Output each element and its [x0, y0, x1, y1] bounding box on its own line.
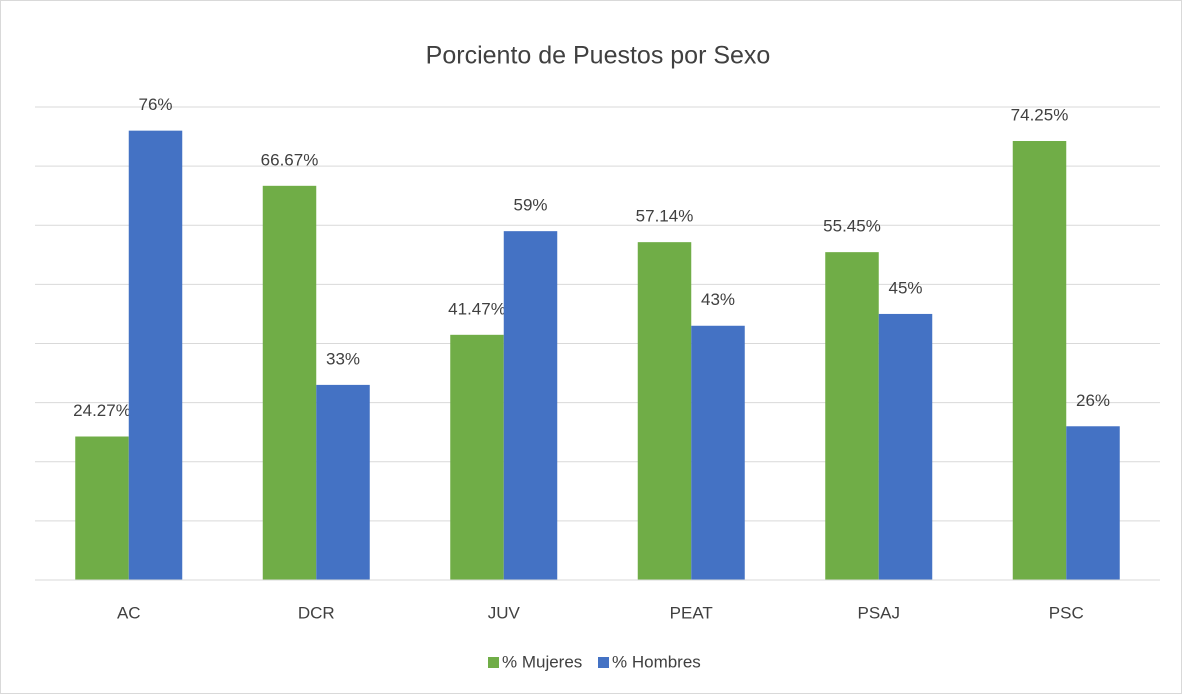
- x-tick-label: JUV: [488, 603, 521, 622]
- data-label: 74.25%: [1011, 105, 1069, 124]
- legend-label: % Mujeres: [502, 652, 582, 671]
- bar: [1066, 426, 1120, 580]
- x-tick-label: PSAJ: [857, 603, 900, 622]
- bar: [1012, 140, 1067, 580]
- data-label: 59%: [513, 196, 547, 215]
- data-label: 57.14%: [636, 207, 694, 226]
- legend-swatch: [598, 657, 609, 668]
- data-label: 33%: [326, 349, 360, 368]
- x-tick-label: PSC: [1049, 603, 1084, 622]
- legend-swatch: [488, 657, 499, 668]
- x-tick-label: PEAT: [670, 603, 713, 622]
- data-label: 76%: [138, 95, 172, 114]
- data-label: 41.47%: [448, 299, 506, 318]
- data-label: 26%: [1076, 391, 1110, 410]
- x-tick-label: AC: [117, 603, 141, 622]
- chart-title: Porciento de Puestos por Sexo: [426, 42, 771, 70]
- data-label: 55.45%: [823, 217, 881, 236]
- bar: [450, 334, 504, 580]
- bar: [691, 325, 745, 580]
- bar: [316, 384, 370, 580]
- x-tick-label: DCR: [298, 603, 335, 622]
- bar: [878, 313, 933, 580]
- bar: [637, 242, 692, 581]
- bar: [128, 130, 183, 580]
- data-label: 43%: [701, 290, 735, 309]
- data-label: 66.67%: [261, 150, 319, 169]
- data-label: 24.27%: [73, 401, 131, 420]
- bar: [825, 252, 879, 581]
- bar: [503, 231, 558, 580]
- bar: [75, 436, 129, 580]
- data-label: 45%: [888, 278, 922, 297]
- bar: [262, 185, 317, 580]
- legend-label: % Hombres: [612, 652, 701, 671]
